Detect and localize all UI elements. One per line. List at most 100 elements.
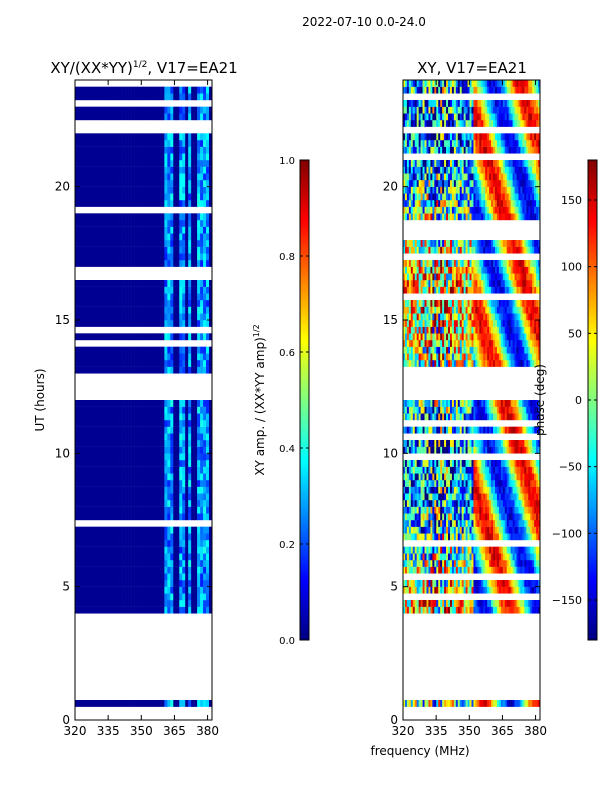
amp-cell — [197, 260, 201, 267]
amp-cell — [140, 460, 144, 467]
amp-cell — [173, 493, 177, 501]
amp-cell — [122, 413, 126, 421]
phase-cell — [467, 700, 470, 707]
phase-cell — [410, 506, 414, 514]
phase-cell — [528, 406, 531, 414]
amp-cell — [77, 286, 82, 294]
phase-cell — [424, 566, 427, 574]
amp-cell — [95, 533, 100, 541]
amp-cell — [173, 320, 177, 327]
amp-cell — [137, 260, 141, 267]
phase-cell — [520, 600, 523, 607]
amp-cell — [158, 193, 162, 201]
amp-cell — [128, 360, 132, 367]
amp-cell — [206, 493, 210, 501]
amp-cell — [131, 240, 135, 247]
phase-cell — [518, 480, 521, 487]
amp-cell — [158, 213, 162, 221]
phase-cell — [412, 506, 416, 514]
phase-cell — [438, 700, 441, 707]
amp-cell — [137, 200, 141, 207]
amp-cell — [155, 260, 159, 267]
amp-cell — [185, 140, 189, 147]
amp-cell — [77, 113, 82, 121]
amp-cell — [107, 186, 112, 194]
amp-cell — [179, 186, 183, 194]
phase-cell — [403, 400, 406, 407]
phase-cell — [432, 493, 435, 501]
amp-cell — [179, 293, 183, 301]
phase-cell — [471, 580, 474, 587]
phase-cell — [485, 400, 488, 407]
amp-cell — [191, 180, 195, 187]
amp-cell — [122, 366, 126, 374]
amp-cell — [161, 560, 165, 567]
amp-cell — [200, 540, 204, 547]
amp-cell — [176, 286, 180, 294]
phase-cell — [410, 473, 414, 481]
amp-cell — [170, 346, 174, 354]
amp-cell — [143, 306, 147, 314]
phase-cell — [430, 426, 433, 434]
amp-cell — [140, 320, 144, 327]
amp-cell — [203, 313, 207, 321]
amp-cell — [98, 366, 103, 374]
amp-cell — [161, 500, 165, 507]
amp-cell — [158, 546, 162, 554]
amp-cell — [95, 440, 100, 447]
phase-cell — [491, 580, 494, 587]
phase-cell — [526, 553, 529, 561]
phase-cell — [502, 466, 506, 474]
phase-cell — [489, 520, 492, 527]
amp-cell — [107, 493, 112, 501]
phase-cell — [473, 466, 476, 474]
amp-cell — [89, 166, 94, 174]
phase-cell — [430, 700, 433, 707]
amp-cell — [134, 240, 138, 247]
phase-cell — [512, 533, 515, 541]
amp-cell — [134, 446, 138, 454]
phase-cell — [536, 413, 539, 421]
amp-cell — [170, 180, 174, 187]
phase-cell — [457, 500, 461, 507]
amp-cell — [161, 153, 165, 161]
amp-cell — [101, 280, 106, 287]
amp-cell — [83, 493, 88, 501]
amp-cell — [164, 280, 168, 287]
phase-cell — [449, 526, 453, 534]
amp-cell — [75, 473, 79, 481]
amp-cell — [89, 453, 94, 461]
amp-cell — [89, 233, 94, 241]
amp-cell — [143, 293, 147, 301]
amp-cell — [149, 600, 153, 607]
amp-cell — [131, 133, 135, 141]
amp-cell — [75, 600, 79, 607]
amp-cell — [155, 180, 159, 187]
phase-cell — [438, 473, 441, 481]
amp-cell — [170, 220, 174, 227]
phase-cell — [479, 446, 482, 454]
phase-cell — [457, 493, 461, 501]
amp-cell — [107, 286, 112, 294]
phase-cell — [412, 473, 416, 481]
amp-cell — [137, 420, 141, 427]
amp-cell — [95, 186, 100, 194]
amp-cell — [143, 480, 147, 487]
amp-cell — [176, 500, 180, 507]
phase-cell — [406, 446, 410, 454]
phase-cell — [418, 460, 421, 467]
amp-cell — [209, 286, 213, 294]
phase-cell — [414, 486, 417, 494]
amp-cell — [83, 200, 88, 207]
amp-cell — [155, 240, 159, 247]
amp-cell — [128, 413, 132, 421]
phase-cell — [451, 560, 455, 567]
phase-cell — [502, 513, 506, 521]
amp-cell — [149, 513, 153, 521]
amp-cell — [194, 193, 198, 201]
phase-cell — [469, 406, 472, 414]
phase-cell — [434, 440, 437, 447]
phase-cell — [469, 486, 472, 494]
amp-cell — [203, 306, 207, 314]
phase-cell — [538, 586, 541, 594]
